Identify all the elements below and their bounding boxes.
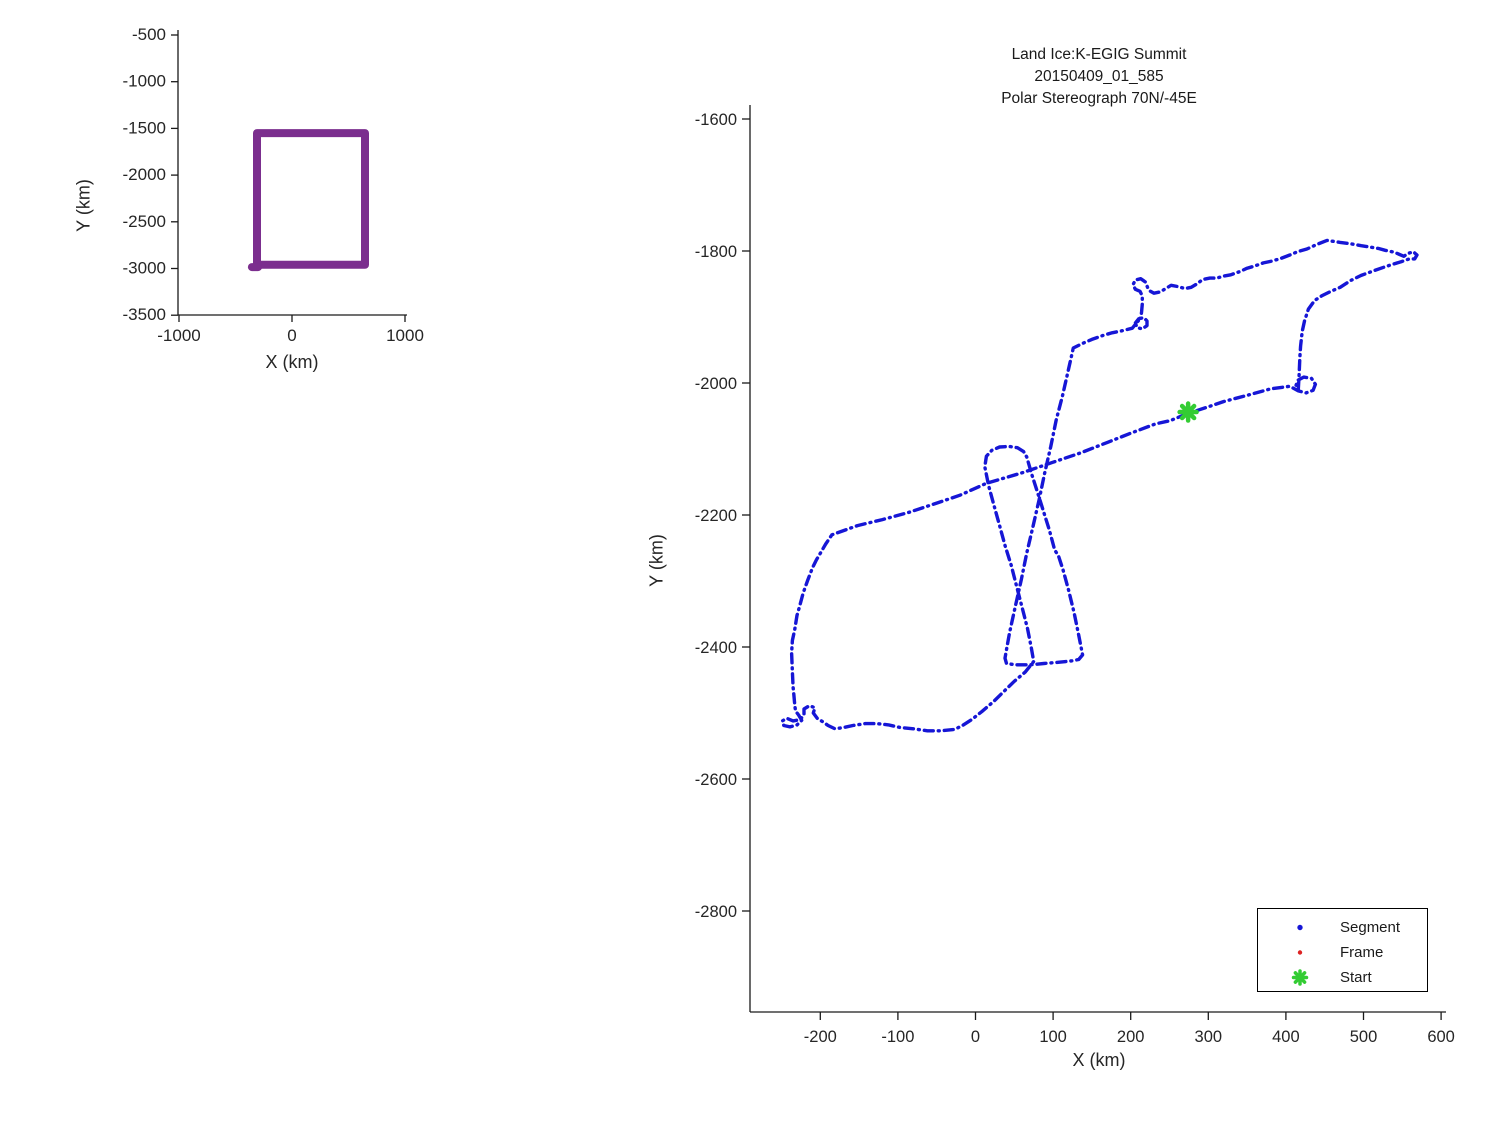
trajectory-x-tick-label: -100 <box>881 1028 914 1046</box>
trajectory-series-segment-path <box>780 238 1419 733</box>
trajectory-y-tick-label: -2000 <box>695 375 737 393</box>
legend-marker-start-asterisk-stroke <box>1293 971 1307 984</box>
trajectory-x-axis-label: X (km) <box>1072 1050 1126 1070</box>
trajectory-y-tick-label: -2200 <box>695 507 737 525</box>
overview-y-tick-label: -1000 <box>123 72 166 91</box>
trajectory-y-tick-label: -1800 <box>695 243 737 261</box>
trajectory-x-tick-label: 400 <box>1272 1028 1300 1046</box>
overview-y-tick-label: -2500 <box>123 212 166 231</box>
legend-marker-start-asterisk <box>1291 969 1309 986</box>
legend-marker-segment-dot <box>1297 924 1303 931</box>
overview-x-axis-label: X (km) <box>265 352 319 372</box>
trajectory-y-tick-label: -2400 <box>695 639 737 657</box>
overview-y-axis-label: Y (km) <box>73 179 94 232</box>
trajectory-start-marker <box>1177 401 1199 423</box>
overview-x-tick-label: 0 <box>287 326 296 345</box>
trajectory-x-tick-label: 600 <box>1427 1028 1455 1046</box>
trajectory-y-tick-label: -1600 <box>695 111 737 129</box>
legend-label-segment: Segment <box>1340 919 1401 936</box>
overview-y-tick-label: -500 <box>132 25 166 44</box>
chart-title-line-3: Polar Stereograph 70N/-45E <box>1001 90 1197 107</box>
legend-label-start: Start <box>1340 969 1372 986</box>
trajectory-y-tick-label: -2600 <box>695 771 737 789</box>
trajectory-x-tick-label: -200 <box>804 1028 837 1046</box>
trajectory-x-tick-label: 500 <box>1350 1028 1378 1046</box>
overview-plot: -1000 0 1000 -500 -1000 -1500 -2000 -2500 -3000 -… <box>123 25 424 345</box>
overview-series-coverage-outline-path <box>253 129 369 269</box>
trajectory-x-tick-label: 200 <box>1117 1028 1145 1046</box>
trajectory-plot: -200 -100 0 100 200 300 400 500 600 -1600 -1800 -20… <box>695 105 1455 1046</box>
trajectory-y-axis-label: Y (km) <box>646 534 667 587</box>
overview-y-tick-label: -3000 <box>123 259 166 278</box>
legend-box <box>1257 908 1428 992</box>
legend-label-frame: Frame <box>1340 944 1384 961</box>
trajectory-x-tick-label: 0 <box>971 1028 980 1046</box>
trajectory-legend <box>1257 908 1428 992</box>
overview-x-tick-label: 1000 <box>386 326 424 345</box>
chart-title-line-1: Land Ice:K-EGIG Summit <box>1011 46 1187 63</box>
trajectory-x-tick-label: 300 <box>1195 1028 1223 1046</box>
overview-x-tick-label: -1000 <box>157 326 200 345</box>
overview-y-tick-label: -2000 <box>123 165 166 184</box>
legend-marker-frame-dot <box>1297 950 1303 955</box>
trajectory-x-tick-label: 100 <box>1039 1028 1067 1046</box>
overview-y-tick-label: -1500 <box>123 118 166 137</box>
overview-y-tick-label: -3500 <box>123 305 166 324</box>
chart-title-line-2: 20150409_01_585 <box>1034 68 1164 85</box>
trajectory-start-marker-stroke <box>1179 403 1197 421</box>
chart-title: Land Ice:K-EGIG Summit 20150409_01_585 P… <box>899 44 1299 110</box>
trajectory-y-tick-label: -2800 <box>695 903 737 921</box>
